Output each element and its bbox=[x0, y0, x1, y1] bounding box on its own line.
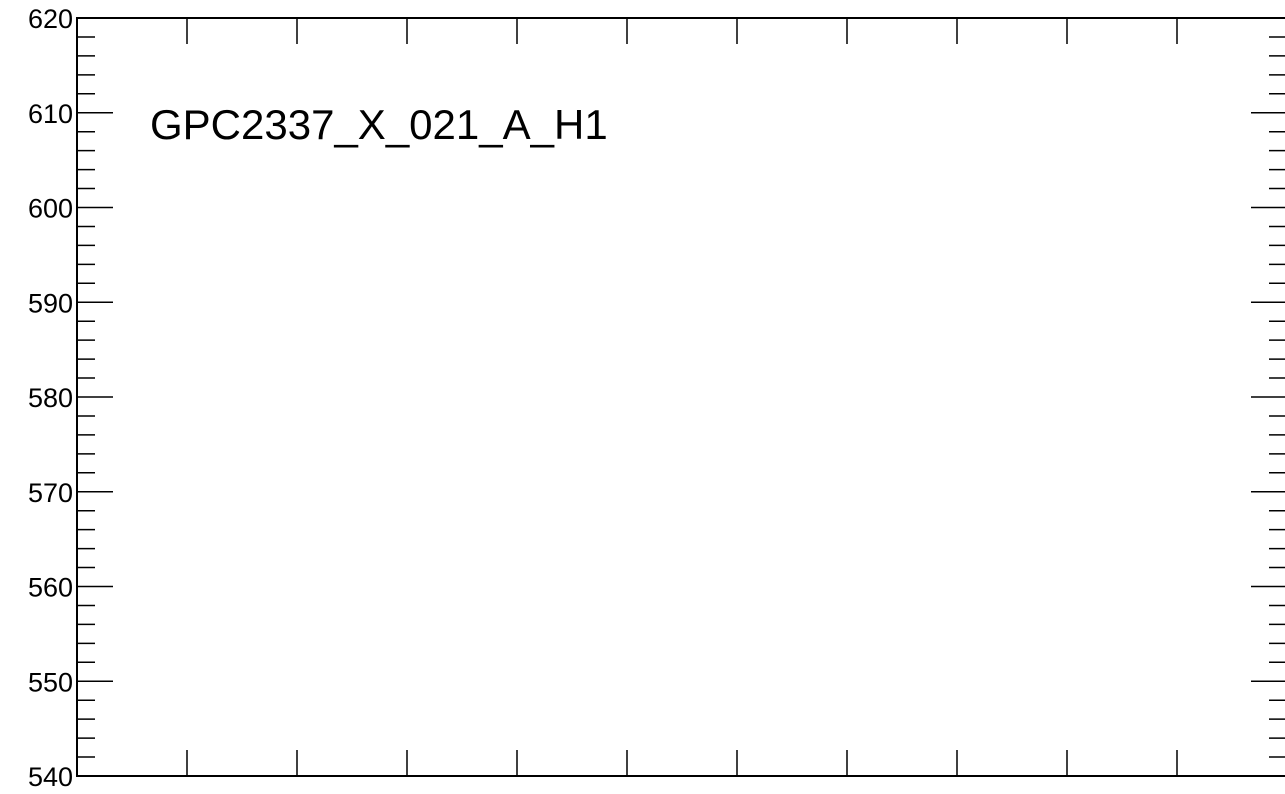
y-tick-label: 580 bbox=[28, 383, 73, 413]
y-tick-label: 620 bbox=[28, 4, 73, 34]
y-tick-label: 590 bbox=[28, 288, 73, 318]
y-tick-label: 600 bbox=[28, 194, 73, 224]
plot-title: GPC2337_X_021_A_H1 bbox=[150, 101, 608, 148]
y-tick-label: 540 bbox=[28, 762, 73, 792]
x-axis-ticks bbox=[186, 18, 1178, 776]
y-tick-label: 570 bbox=[28, 478, 73, 508]
y-axis-ticks bbox=[77, 17, 1285, 777]
y-tick-label: 560 bbox=[28, 573, 73, 603]
y-axis-tick-labels: 540 550 560 570 580 590 600 610 620 bbox=[28, 4, 73, 792]
y-tick-label: 610 bbox=[28, 99, 73, 129]
y-tick-label: 550 bbox=[28, 667, 73, 697]
